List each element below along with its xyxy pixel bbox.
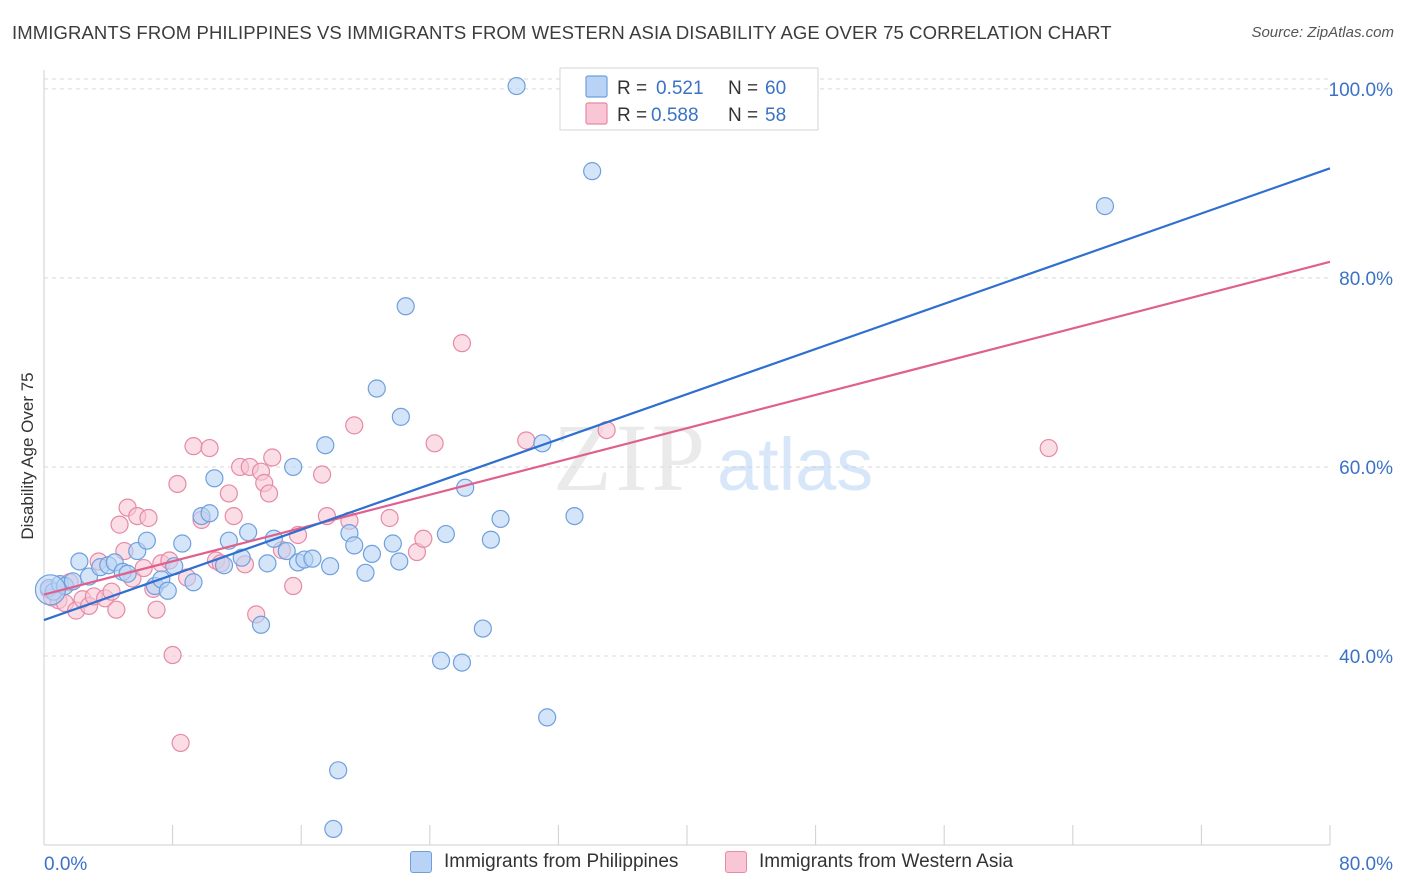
legend-swatch-western-asia xyxy=(585,102,608,125)
axes xyxy=(43,70,1331,846)
philippines-point-19 xyxy=(184,573,203,592)
philippines-point-53 xyxy=(481,530,500,549)
western-asia-point-13 xyxy=(110,515,129,534)
philippines-point-16 xyxy=(158,581,177,600)
philippines-point-43 xyxy=(367,379,386,398)
western-asia-point-19 xyxy=(139,508,158,528)
legend-r-label-1: R = xyxy=(617,78,647,99)
legend-item-philippines[interactable]: Immigrants from Philippines xyxy=(410,851,678,873)
legend-r-value-2: 0.588 xyxy=(651,105,699,126)
philippines-point-36 xyxy=(321,557,340,576)
philippines-point-47 xyxy=(396,297,415,316)
western-asia-point-42 xyxy=(263,448,282,467)
philippines-point-5 xyxy=(70,552,89,571)
y-tick-label-80: 80.0% xyxy=(1339,269,1393,290)
western-asia-point-33 xyxy=(219,484,238,503)
philippines-point-34 xyxy=(303,549,322,568)
watermark: ZIP atlas xyxy=(553,404,873,511)
western-asia-point-25 xyxy=(168,474,187,494)
y-axis-label: Disability Age Over 75 xyxy=(18,372,37,539)
legend-n-value-1: 60 xyxy=(765,78,786,99)
philippines-point-35 xyxy=(316,436,335,455)
western-asia-point-53 xyxy=(425,434,444,453)
legend-swatch-philippines xyxy=(585,75,608,98)
western-asia-point-12 xyxy=(107,600,126,619)
philippines-point-37 xyxy=(329,761,348,780)
watermark-zip: ZIP xyxy=(553,404,709,511)
western-asia-point-41 xyxy=(259,484,279,503)
philippines-point-48 xyxy=(431,651,451,670)
western-asia-point-50 xyxy=(380,508,399,528)
philippines-point-55 xyxy=(507,76,526,96)
philippines-point-42 xyxy=(362,544,382,564)
chart-title: IMMIGRANTS FROM PHILIPPINES VS IMMIGRANT… xyxy=(12,22,1112,43)
western-asia-point-28 xyxy=(184,437,203,456)
gridlines xyxy=(44,78,1330,657)
trend-line-philippines xyxy=(43,167,1331,622)
philippines-point-58 xyxy=(565,506,584,526)
western-asia-point-30 xyxy=(200,438,219,458)
y-tick-label-100: 100.0% xyxy=(1329,80,1394,101)
philippines-point-31 xyxy=(284,457,303,477)
philippines-point-27 xyxy=(251,615,271,634)
legend-item-western-asia[interactable]: Immigrants from Western Asia xyxy=(725,851,1013,873)
western-asia-point-55 xyxy=(517,431,536,450)
legend-swatch-philippines-bottom xyxy=(410,851,432,873)
philippines-point-22 xyxy=(205,469,224,488)
philippines-point-61 xyxy=(1095,196,1115,216)
philippines-point-59 xyxy=(583,162,602,181)
legend-label-western-asia: Immigrants from Western Asia xyxy=(759,851,1014,872)
western-asia-point-52 xyxy=(414,529,433,548)
series-western-asia-points xyxy=(39,334,1058,753)
philippines-point-54 xyxy=(491,509,510,529)
philippines-point-49 xyxy=(436,524,455,544)
legend-label-philippines: Immigrants from Philippines xyxy=(444,851,679,872)
western-asia-point-46 xyxy=(312,465,332,484)
x-tick-label-max: 80.0% xyxy=(1339,854,1393,875)
philippines-point-30 xyxy=(277,541,296,561)
legend-r-label-2: R = xyxy=(617,105,647,126)
philippines-point-38 xyxy=(324,819,343,839)
western-asia-point-26 xyxy=(171,733,190,753)
philippines-point-21 xyxy=(200,504,219,523)
western-asia-point-44 xyxy=(284,576,303,596)
tick-labels: 40.0% 60.0% 80.0% 100.0% 0.0% 80.0% xyxy=(44,80,1393,875)
philippines-point-41 xyxy=(356,563,375,582)
western-asia-point-21 xyxy=(147,600,166,619)
legend-r-value-1: 0.521 xyxy=(656,78,704,99)
philippines-point-44 xyxy=(383,534,402,553)
x-tick-label-min: 0.0% xyxy=(44,854,87,875)
philippines-point-52 xyxy=(473,619,492,638)
legend-n-label-2: N = xyxy=(728,105,758,126)
western-asia-point-54 xyxy=(452,334,472,353)
philippines-point-28 xyxy=(258,554,277,573)
philippines-point-13 xyxy=(137,531,156,550)
philippines-point-40 xyxy=(345,536,364,555)
philippines-point-57 xyxy=(538,708,557,727)
watermark-atlas: atlas xyxy=(717,423,873,506)
source-credit: Source: ZipAtlas.com xyxy=(1251,24,1394,41)
philippines-point-18 xyxy=(173,534,192,553)
legend-swatch-western-asia-bottom xyxy=(725,851,747,873)
western-asia-point-34 xyxy=(224,506,243,526)
philippines-point-50 xyxy=(452,653,472,672)
y-tick-label-60: 60.0% xyxy=(1339,458,1393,479)
philippines-point-45 xyxy=(390,552,409,571)
trend-line-western-asia xyxy=(43,260,1331,596)
western-asia-point-49 xyxy=(345,416,364,435)
legend-n-value-2: 58 xyxy=(765,105,786,126)
legend-top: R = 0.521 N = 60 R = 0.588 N = 58 xyxy=(559,67,819,131)
western-asia-point-57 xyxy=(1039,438,1058,458)
western-asia-point-24 xyxy=(163,645,182,665)
philippines-point-46 xyxy=(391,407,410,426)
philippines-point-26 xyxy=(239,523,258,542)
trend-lines xyxy=(43,167,1331,622)
legend-bottom: Immigrants from Philippines Immigrants f… xyxy=(0,851,1406,881)
y-tick-label-40: 40.0% xyxy=(1339,647,1393,668)
legend-n-label-1: N = xyxy=(728,78,758,99)
philippines-point-25 xyxy=(232,548,251,567)
